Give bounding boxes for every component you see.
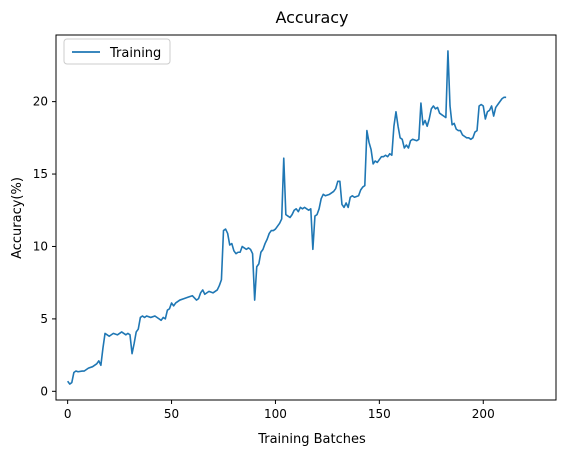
chart-title: Accuracy: [275, 8, 348, 27]
y-tick-label-0: 0: [40, 384, 48, 398]
axes-frame: [55, 34, 557, 401]
x-axis-label: Training Batches: [257, 432, 366, 447]
y-tick-label-20: 20: [33, 95, 48, 109]
y-axis-label: Accuracy(%): [10, 177, 25, 259]
x-tick-label-150: 150: [368, 407, 391, 421]
x-tick-label-50: 50: [164, 407, 179, 421]
legend-box: [63, 38, 171, 65]
x-tick-label-200: 200: [472, 407, 495, 421]
x-tick-label-100: 100: [264, 407, 287, 421]
y-tick-label-10: 10: [33, 239, 48, 253]
legend-label: Training: [109, 46, 161, 61]
y-tick-label-5: 5: [40, 312, 48, 326]
plot-area: 0 50 100 150 200 0 5 10 15 20 Training: [33, 34, 557, 421]
y-tick-label-15: 15: [33, 167, 48, 181]
series-line-training: [66, 50, 507, 385]
x-tick-label-0: 0: [64, 407, 72, 421]
